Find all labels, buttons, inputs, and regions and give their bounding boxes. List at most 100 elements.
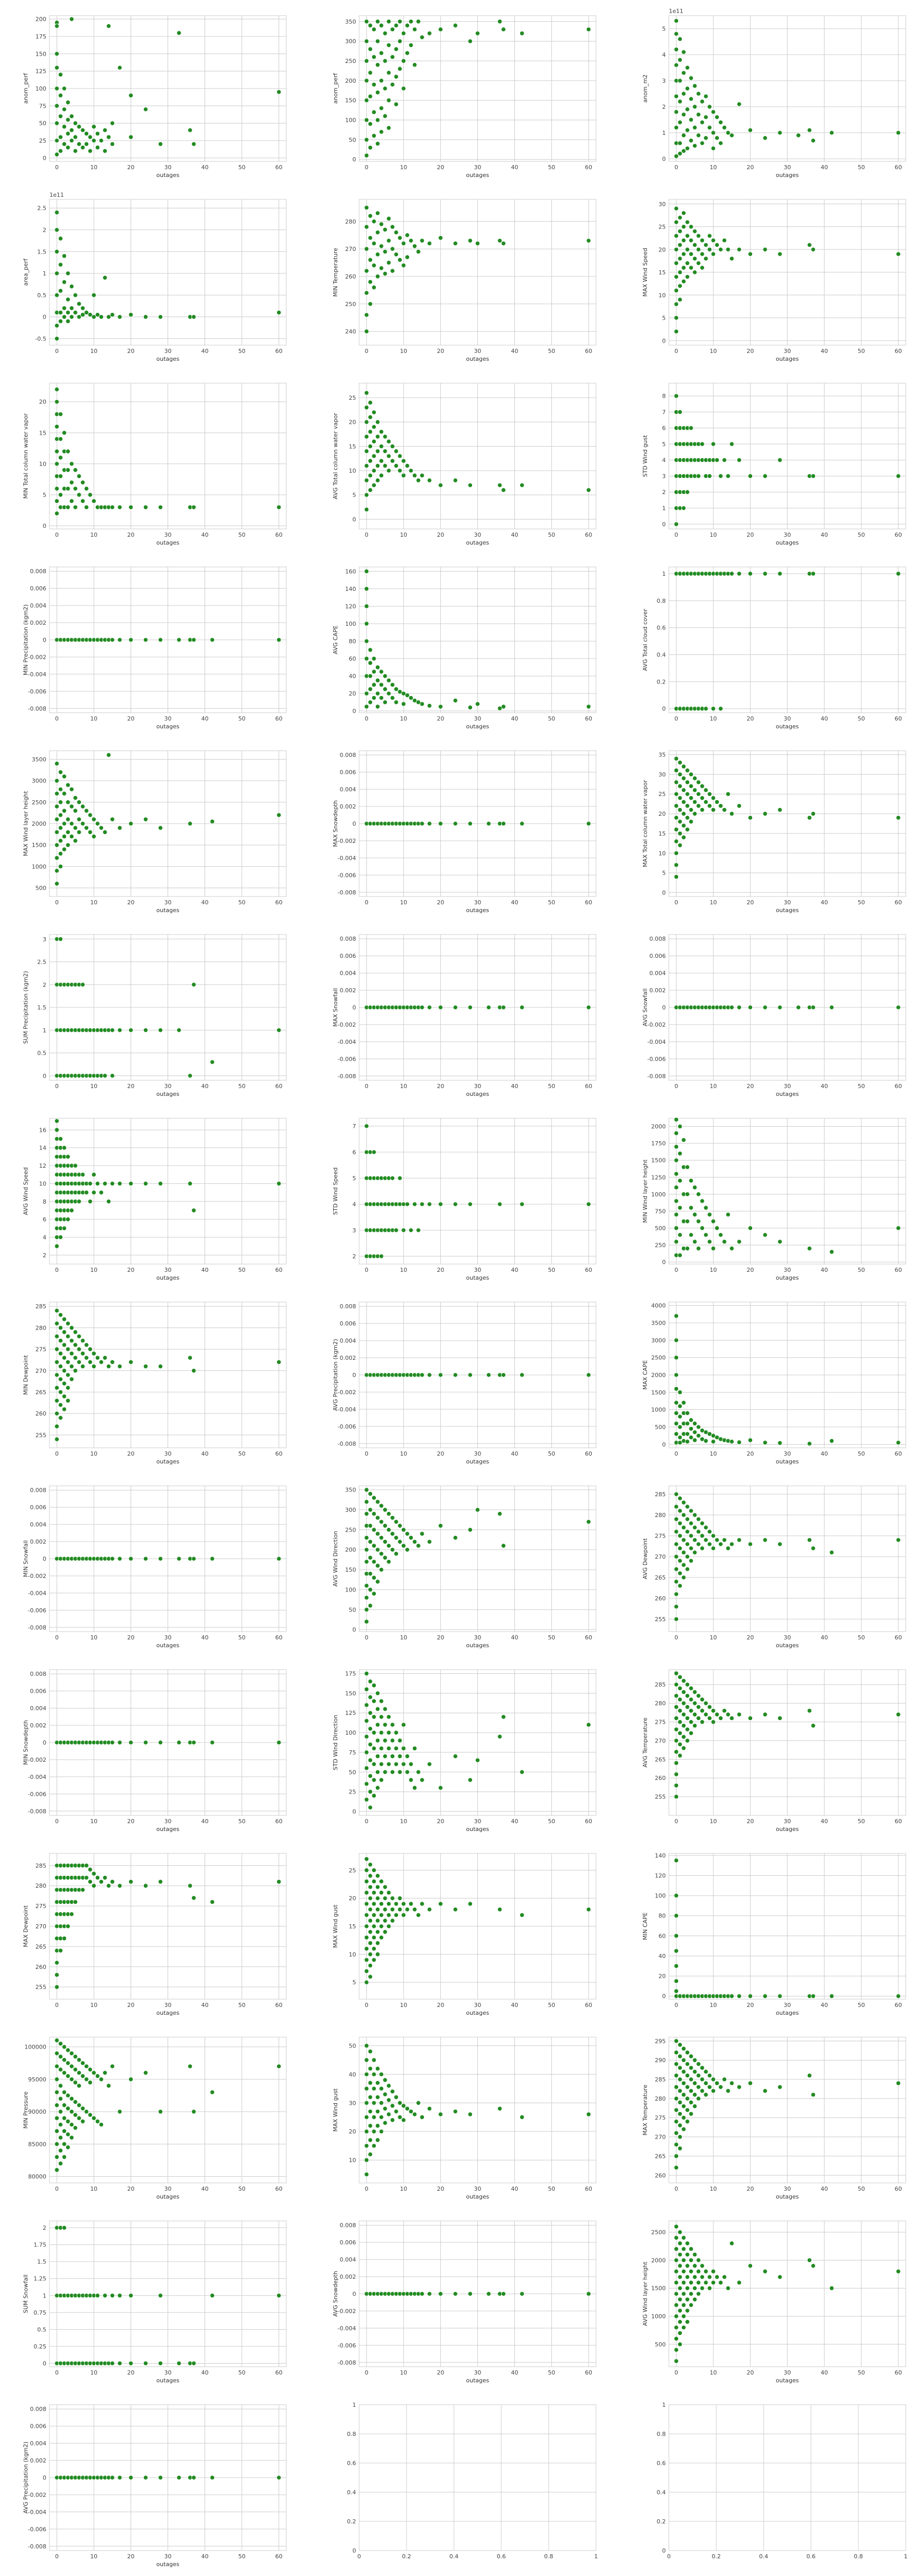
scatter-point <box>674 220 679 225</box>
scatter-point <box>61 2070 67 2076</box>
scatter-point <box>684 803 690 809</box>
scatter-point <box>80 1887 85 1892</box>
scatter-point <box>711 2077 716 2082</box>
scatter-point <box>54 1436 59 1442</box>
y-tick-label: 500 <box>655 1424 666 1431</box>
scatter-point <box>696 2291 701 2296</box>
scatter-point <box>54 1960 59 1965</box>
scatter-point <box>674 2073 679 2078</box>
x-tick-label: 40 <box>821 1634 828 1641</box>
scatter-point <box>158 2475 163 2480</box>
y-tick-label: 2000 <box>32 820 46 827</box>
scatter-panel: 0 10 20 30 40 50 60-0.008-0.006-0.004-0.00200.… <box>22 1485 287 1649</box>
scatter-point <box>54 1321 59 1326</box>
x-axis-label: outages <box>156 1826 180 1833</box>
scatter-point <box>383 1738 388 1743</box>
x-axis-label: outages <box>466 723 489 730</box>
scatter-point <box>371 1150 377 1155</box>
scatter-point <box>677 2241 682 2246</box>
y-tick-label: 0.004 <box>340 970 357 977</box>
scatter-point <box>371 1495 377 1500</box>
scatter-point <box>394 230 399 235</box>
y-tick-label: 0 <box>662 337 666 344</box>
scatter-point <box>54 1359 59 1365</box>
scatter-point <box>58 2041 63 2047</box>
scatter-point <box>73 2080 78 2085</box>
scatter-point <box>674 1554 679 1559</box>
scatter-panel: 0 10 20 30 40 50 60255260265270275280285outage… <box>22 1302 287 1465</box>
scatter-point <box>375 1885 381 1890</box>
y-tick-label: -0.002 <box>338 1389 356 1396</box>
scatter-point <box>364 1718 369 1723</box>
scatter-point <box>420 1531 425 1536</box>
scatter-point <box>106 1883 111 1888</box>
scatter-point <box>689 138 694 143</box>
scatter-point <box>69 2096 74 2101</box>
y-tick-label: 0.008 <box>340 936 357 942</box>
scatter-point <box>364 603 369 609</box>
scatter-point <box>69 1208 74 1213</box>
scatter-point <box>367 1907 373 1912</box>
scatter-point <box>69 1325 74 1331</box>
scatter-point <box>438 483 443 488</box>
y-tick-label: 10 <box>658 292 666 299</box>
y-tick-label: -0.002 <box>338 1021 356 1028</box>
scatter-point <box>379 2086 384 2091</box>
scatter-point <box>210 1059 215 1065</box>
scatter-point <box>364 478 369 483</box>
scatter-point <box>501 1005 506 1010</box>
scatter-point <box>763 2088 768 2093</box>
scatter-point <box>674 1772 679 1777</box>
scatter-point <box>58 2083 63 2088</box>
scatter-point <box>689 2065 694 2070</box>
scatter-point <box>681 1525 687 1530</box>
x-tick-label: 20 <box>437 1083 444 1090</box>
scatter-point <box>106 314 111 320</box>
scatter-point <box>61 306 67 311</box>
scatter-point <box>397 235 402 241</box>
scatter-point <box>777 571 782 576</box>
scatter-point <box>54 1346 59 1352</box>
scatter-point <box>711 2280 716 2285</box>
scatter-point <box>689 2111 694 2116</box>
x-axis-label: outages <box>156 1458 180 1465</box>
x-tick-label: 10 <box>400 164 407 171</box>
y-tick-label: 10 <box>39 461 46 468</box>
scatter-point <box>379 473 384 478</box>
scatter-point <box>80 821 85 826</box>
scatter-point <box>58 262 63 267</box>
scatter-point <box>677 1533 682 1538</box>
scatter-point <box>73 486 78 491</box>
scatter-point <box>58 492 63 498</box>
x-tick-label: 50 <box>548 348 555 355</box>
scatter-point <box>714 458 720 463</box>
y-tick-label: 10 <box>349 2157 356 2164</box>
scatter-point <box>73 808 78 813</box>
scatter-point <box>397 2115 402 2120</box>
y-tick-label: 1 <box>662 2402 666 2408</box>
scatter-panel: 0 10 20 30 40 50 60500100015002000250030003500… <box>22 750 287 914</box>
scatter-point <box>747 2080 753 2086</box>
x-tick-label: 50 <box>548 1450 555 1457</box>
scatter-point <box>375 2138 381 2143</box>
scatter-point <box>677 1151 682 1156</box>
x-tick-label: 40 <box>201 164 209 171</box>
scatter-point <box>371 656 377 661</box>
scatter-point <box>371 241 377 246</box>
y-tick-label: 5 <box>662 26 666 32</box>
scatter-point <box>371 263 377 268</box>
scatter-point <box>726 2088 731 2093</box>
x-tick-label: 0 <box>675 2186 678 2192</box>
scatter-point <box>674 768 679 773</box>
scatter-point <box>276 504 282 510</box>
x-tick-label: 10 <box>709 899 717 906</box>
scatter-point <box>110 1359 115 1365</box>
scatter-point <box>703 94 708 99</box>
scatter-point <box>379 1254 384 1259</box>
scatter-point <box>700 784 705 789</box>
scatter-point <box>371 133 377 138</box>
y-tick-label: 240 <box>345 329 356 335</box>
scatter-point <box>416 1770 421 1775</box>
y-tick-label: 0 <box>662 705 666 712</box>
scatter-point <box>371 2129 377 2134</box>
